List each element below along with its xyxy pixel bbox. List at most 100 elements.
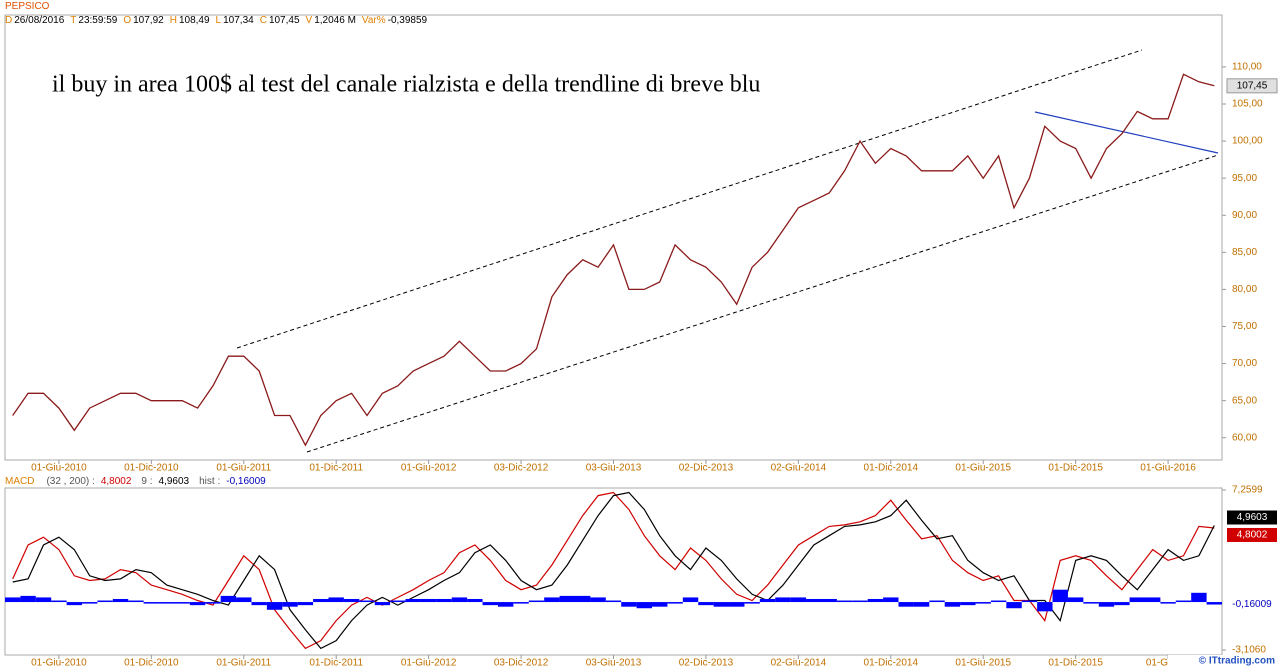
hist-bar (975, 602, 991, 604)
hist-bar (236, 597, 252, 603)
y-tick-label: -3,1060 (1232, 645, 1266, 656)
header-text: 23:59:59 (78, 15, 118, 26)
x-tick-label: 02-Giu-2014 (771, 463, 827, 474)
x-tick-label: 01-Giu-2015 (955, 658, 1011, 668)
header-text: 107,45 (268, 15, 300, 26)
hist-bar (1037, 602, 1053, 612)
hist-bar (713, 602, 730, 607)
hist-bar (313, 598, 329, 603)
x-tick-label: 03-Dic-2012 (494, 463, 549, 474)
header-text: L (215, 15, 222, 26)
x-tick-label: 01-Dic-2014 (864, 463, 919, 474)
header-text: 107,34 (223, 15, 254, 26)
x-tick-label: 01-Giu-2011 (216, 463, 271, 474)
x-tick-label: 02-Dic-2013 (679, 463, 734, 474)
hist-bar (883, 597, 899, 603)
macd-line (12, 491, 1215, 650)
x-tick-label: 01-Giu-2012 (401, 658, 457, 668)
hist-bar (343, 598, 360, 603)
hist-bar (1083, 602, 1099, 604)
channel-upper (236, 49, 1143, 349)
hist-bar (990, 600, 1007, 603)
hist-bar (497, 602, 514, 607)
x-tick-label: 01-Giu-2010 (31, 658, 87, 668)
value-tag: 4,9603 (1237, 512, 1268, 523)
header-text: -0,16009 (226, 476, 266, 487)
hist-bar (143, 602, 160, 604)
header-text: 4,9603 (158, 476, 190, 487)
x-tick-label: 03-Giu-2013 (586, 658, 642, 668)
y-tick-label: 95,00 (1232, 173, 1257, 184)
hist-bar (159, 602, 175, 604)
hist-bar (867, 598, 884, 603)
header-text: 1,2046 M (314, 15, 356, 26)
y-tick-label: 70,00 (1232, 358, 1257, 369)
x-tick-label: 01-Giu-2010 (31, 463, 87, 474)
hist-bar (297, 602, 314, 606)
hist-bar (205, 602, 221, 604)
value-tag: 4,8002 (1237, 530, 1268, 541)
y-tick-label: 90,00 (1232, 210, 1257, 221)
hist-bar (482, 602, 498, 606)
value-tag-box (1227, 510, 1277, 525)
hist-bar (97, 600, 113, 603)
hist-bar (574, 595, 591, 603)
hist-bar (467, 598, 483, 603)
hist-bar (174, 602, 190, 604)
hist-bar (1206, 602, 1222, 605)
hist-bar (451, 597, 468, 603)
hist-bar (944, 602, 961, 607)
hist-bar (636, 602, 653, 609)
x-tick-label: 01-Giu-2016 (1140, 463, 1196, 474)
hist-bar (420, 598, 437, 603)
y-tick-label: 7,2599 (1232, 485, 1263, 496)
hist-bar (852, 600, 868, 603)
header-text: hist : (199, 476, 221, 487)
header-text: H (169, 15, 177, 26)
hist-bar (559, 595, 575, 603)
hist-bar (1114, 602, 1130, 606)
hist-bar (1052, 589, 1068, 603)
price-tag-box (1226, 78, 1278, 94)
hist-bar (836, 600, 853, 603)
hist-bar (1175, 600, 1192, 603)
price-line (12, 73, 1215, 447)
hist-bar (266, 602, 283, 610)
hist-bar (513, 602, 529, 604)
symbol: PEPSICO (5, 1, 50, 12)
hist-bar (1098, 602, 1115, 607)
hist-bar (621, 602, 637, 607)
header-text: C (259, 15, 267, 26)
header-text: MACD (5, 476, 35, 487)
hist-bar (82, 602, 98, 604)
header-text: T (70, 15, 77, 26)
hist-bar (682, 597, 699, 603)
x-tick-label: 03-Giu-2013 (586, 463, 642, 474)
header-text: V (305, 15, 313, 26)
y-tick-label: 105,00 (1232, 99, 1263, 110)
hist-bar (359, 600, 375, 603)
value-tag-box (1227, 527, 1277, 542)
annotation: il buy in area 100$ al test del canale r… (52, 72, 760, 98)
y-tick-label: 60,00 (1232, 432, 1257, 443)
header-text: 108,49 (178, 15, 210, 26)
hist-bar (1144, 597, 1161, 603)
hist-bar (667, 602, 683, 604)
y-tick-label: 80,00 (1232, 284, 1257, 295)
hist-bar (960, 602, 976, 606)
header-text: Var% (361, 15, 386, 26)
hist-bar (929, 600, 945, 603)
y-tick-label: 110,00 (1232, 62, 1262, 73)
hist-bar (51, 600, 67, 603)
hist-bar (698, 602, 714, 606)
hist-bar (1021, 600, 1038, 603)
y-tick-label: 65,00 (1232, 395, 1257, 406)
macd-line (12, 491, 1215, 650)
x-tick-label: 01-Giu-2015 (955, 463, 1011, 474)
hist-bar (528, 600, 545, 603)
header-text: O (123, 15, 132, 26)
header-text: 26/08/2016 (14, 15, 65, 26)
y-tick-label: 85,00 (1232, 247, 1257, 258)
